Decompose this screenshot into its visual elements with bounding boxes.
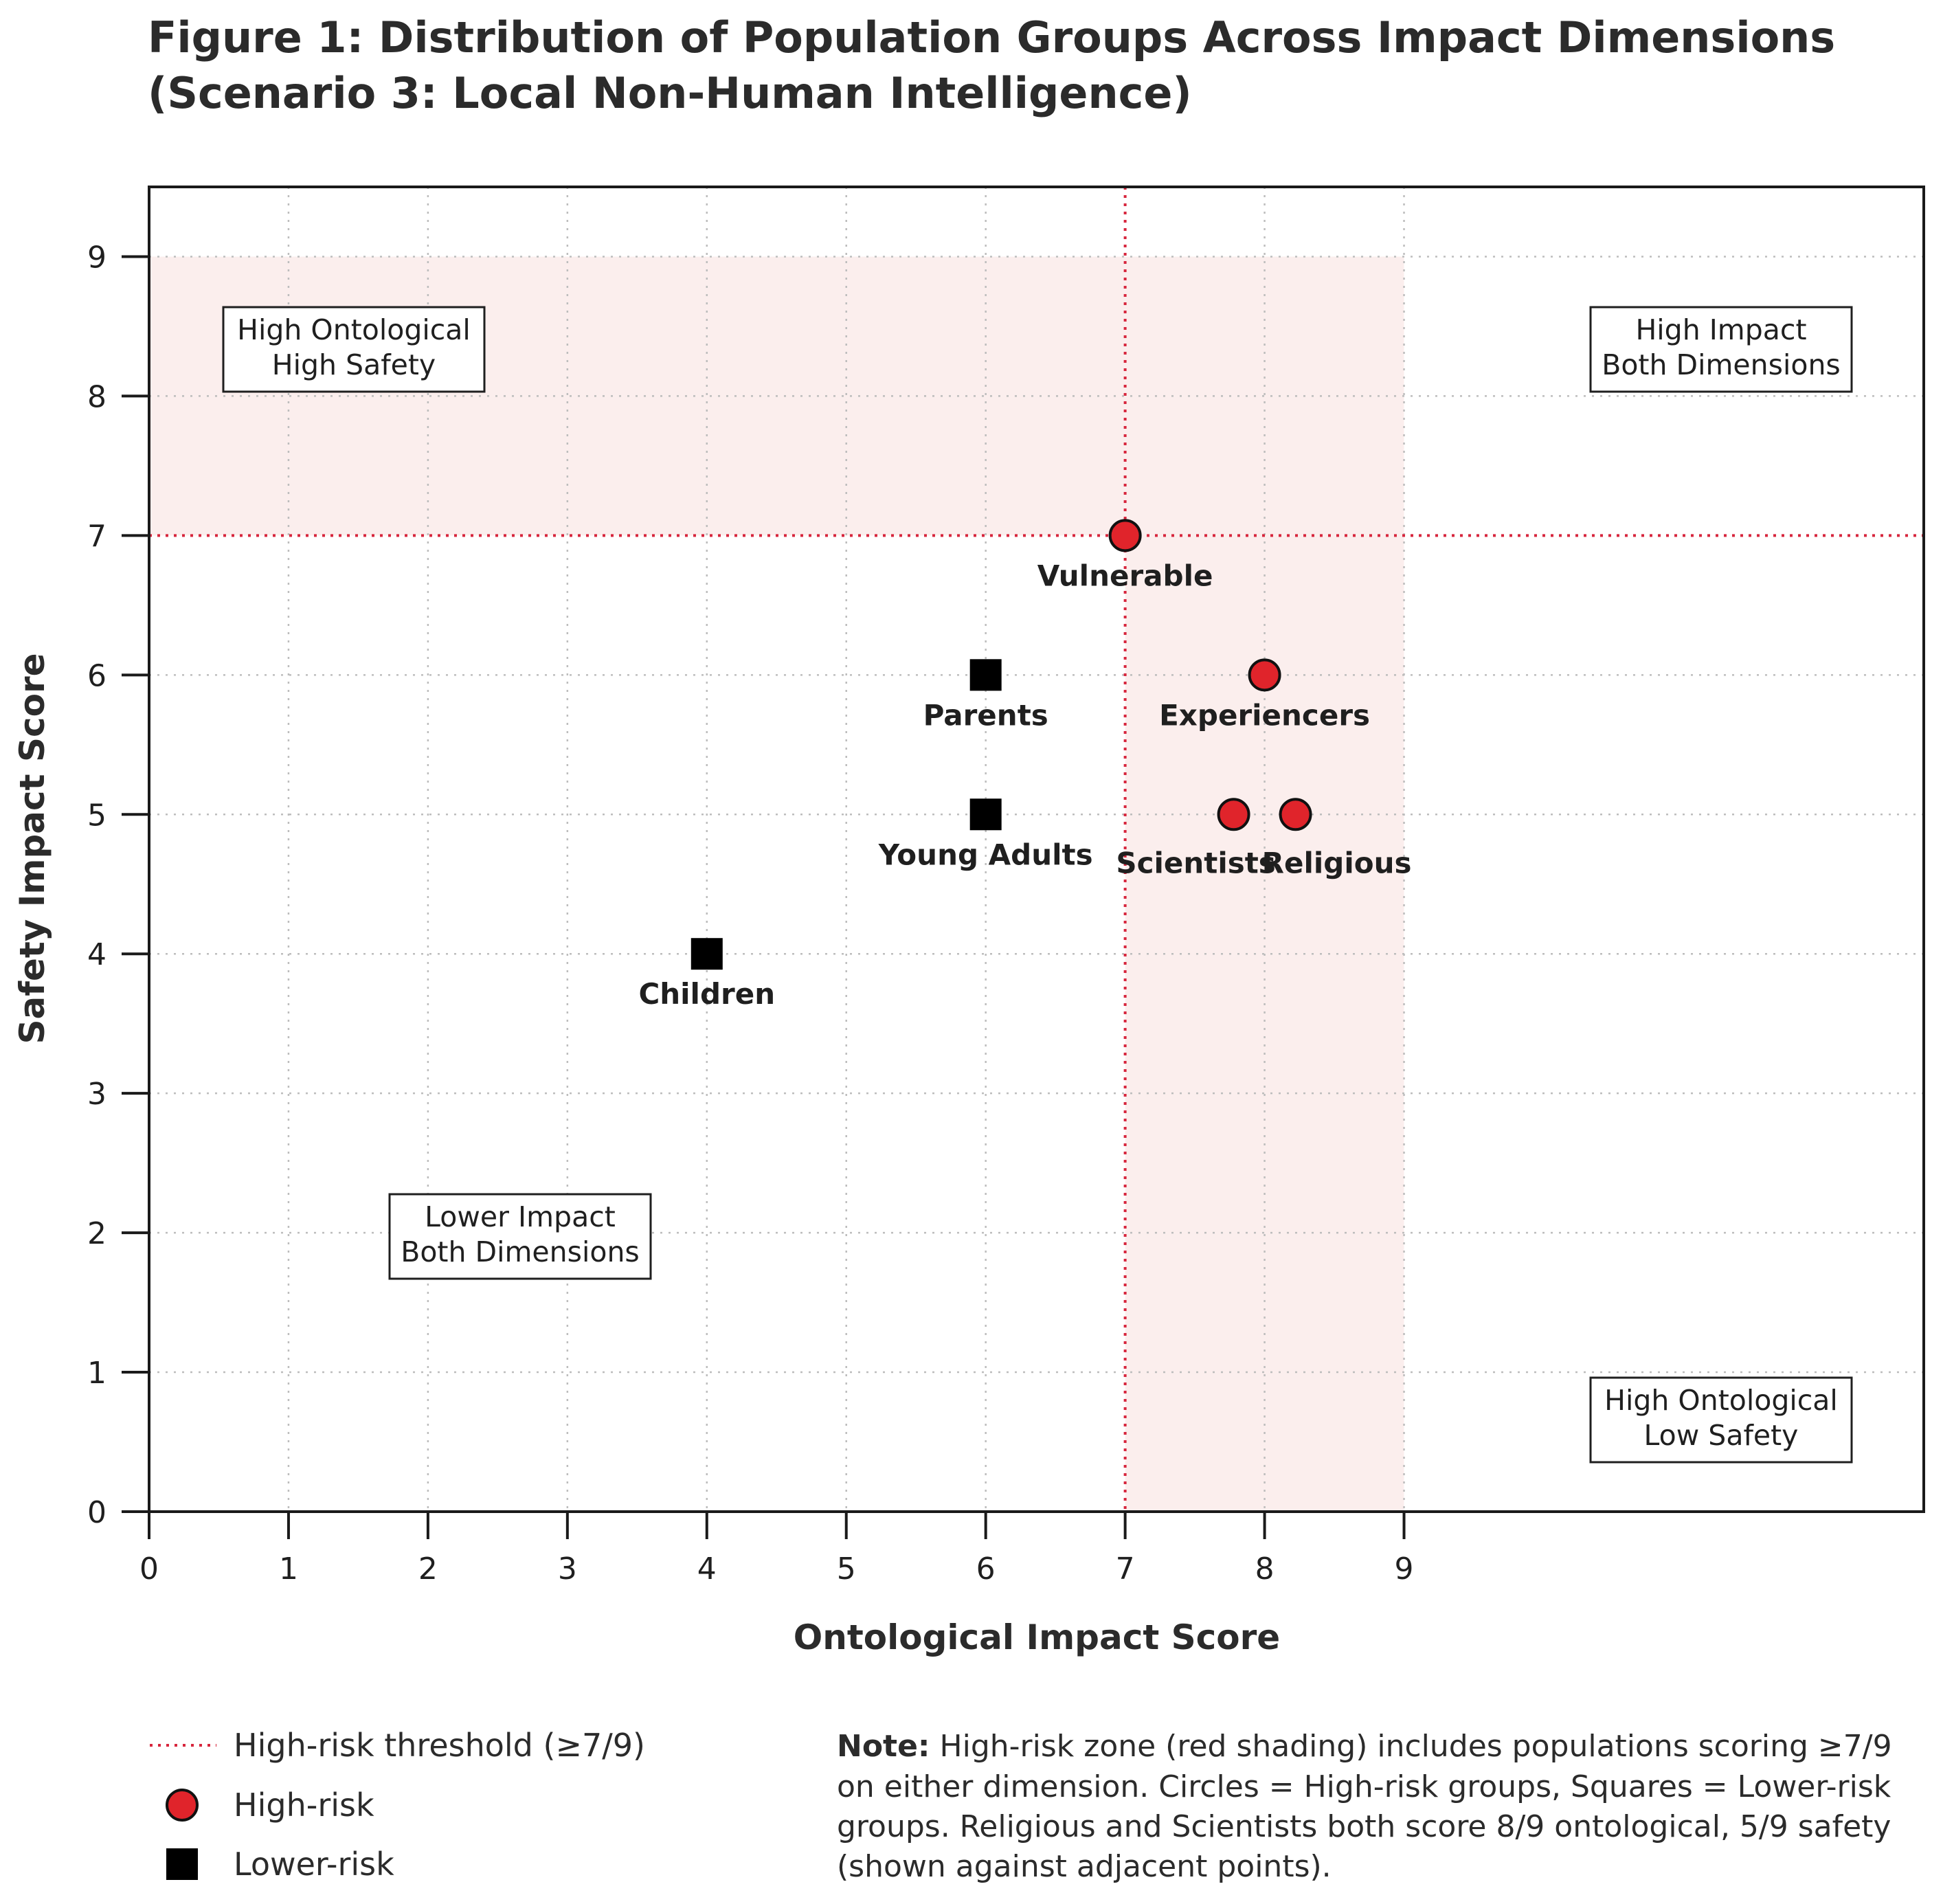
y-tick-label: 7	[87, 519, 106, 554]
title-line-1: Figure 1: Distribution of Population Gro…	[148, 12, 1835, 63]
point-scientists	[1217, 798, 1250, 831]
x-tick-label: 0	[139, 1552, 159, 1587]
x-tick-label: 1	[279, 1552, 298, 1587]
quadrant-label-text: High Safety	[272, 348, 436, 381]
point-children-label: Children	[638, 977, 775, 1011]
note-line-text: High-risk zone (red shading) includes po…	[930, 1729, 1892, 1764]
x-tick-label: 7	[1116, 1552, 1135, 1587]
quadrant-label-text: Both Dimensions	[401, 1235, 640, 1268]
x-tick-label: 4	[697, 1552, 717, 1587]
data-points	[690, 519, 1312, 970]
title-line-2: (Scenario 3: Local Non-Human Intelligenc…	[148, 68, 1192, 118]
point-vulnerable	[1108, 519, 1142, 552]
x-tick-label: 2	[418, 1552, 438, 1587]
point-parents	[969, 659, 1002, 691]
y-tick-label: 4	[87, 937, 106, 972]
plot-frame	[148, 186, 1925, 1513]
y-tick-label: 8	[87, 379, 106, 414]
point-scientists-label: Scientists	[1116, 846, 1275, 880]
quadrant-label-text: High Ontological	[237, 313, 471, 346]
x-tick-label: 5	[837, 1552, 856, 1587]
point-parents-label: Parents	[923, 698, 1048, 732]
legend: High-risk threshold (≥7/9) High-risk Lower…	[150, 1727, 645, 1883]
plot-border	[148, 186, 1925, 1513]
note-line-2: groups. Religious and Scientists both sc…	[837, 1809, 1891, 1844]
legend-circle-icon	[166, 1789, 199, 1822]
legend-text: High-risk threshold (≥7/9)	[234, 1727, 645, 1764]
quadrant-label-text: Lower Impact	[425, 1200, 616, 1233]
point-labels: Vulnerable Experiencers ScientistsReligiou…	[638, 559, 1411, 1011]
note-line-0: Note: High-risk zone (red shading) inclu…	[837, 1729, 1892, 1764]
point-children	[690, 938, 723, 970]
point-vulnerable-label: Vulnerable	[1037, 559, 1213, 592]
quadrant-label-box	[1589, 306, 1853, 393]
note-line-3: (shown against adjacent points).	[837, 1849, 1332, 1884]
shading-region-1	[1125, 256, 1404, 1512]
point-religious-label: Religious	[1262, 846, 1412, 880]
point-experiencers-label: Experiencers	[1159, 698, 1370, 732]
y-tick-label: 2	[87, 1216, 106, 1251]
quadrant-label-text: Low Safety	[1644, 1419, 1799, 1452]
point-young-adults	[969, 798, 1002, 831]
legend-item-2: Lower-risk	[166, 1846, 394, 1883]
note-line-1: on either dimension. Circles = High-risk…	[837, 1769, 1891, 1804]
threshold-lines	[149, 187, 1924, 1512]
figure-title: Figure 1: Distribution of Population Gro…	[148, 12, 1835, 118]
quadrant-label-box	[1589, 1376, 1853, 1464]
legend-square-icon	[166, 1848, 198, 1880]
y-axis-label: Safety Impact Score	[12, 653, 52, 1044]
note: Note: High-risk zone (red shading) inclu…	[837, 1729, 1892, 1884]
note-bold-label: Note:	[837, 1729, 930, 1764]
point-young-adults-label: Young Adults	[878, 838, 1093, 871]
legend-text: Lower-risk	[234, 1846, 394, 1883]
quadrant-label-box	[222, 306, 486, 393]
y-tick-label: 5	[87, 798, 106, 833]
point-religious	[1279, 798, 1312, 831]
y-tick-label: 3	[87, 1077, 106, 1112]
y-tick-label: 1	[87, 1356, 106, 1391]
legend-item-0: High-risk threshold (≥7/9)	[150, 1727, 645, 1764]
x-axis-label: Ontological Impact Score	[794, 1617, 1280, 1657]
point-experiencers	[1248, 658, 1281, 692]
quadrant-label-text: High Impact	[1635, 313, 1806, 346]
y-tick-label: 9	[87, 240, 106, 275]
legend-item-1: High-risk	[166, 1787, 374, 1824]
axis-ticks: 0 1 2 3 4 5 6 7 8 9 0 1 2 3 4 5 6 7 8 9	[87, 240, 1414, 1587]
x-tick-label: 6	[976, 1552, 996, 1587]
y-tick-label: 6	[87, 658, 106, 693]
y-tick-label: 0	[87, 1495, 106, 1530]
x-tick-label: 8	[1255, 1552, 1274, 1587]
high-risk-shading	[149, 256, 1404, 1512]
quadrant-label-box	[388, 1193, 652, 1280]
x-tick-label: 3	[558, 1552, 577, 1587]
legend-text: High-risk	[234, 1787, 374, 1824]
quadrant-label-text: High Ontological	[1604, 1384, 1838, 1417]
quadrant-label-text: Both Dimensions	[1602, 348, 1841, 381]
x-tick-label: 9	[1395, 1552, 1414, 1587]
